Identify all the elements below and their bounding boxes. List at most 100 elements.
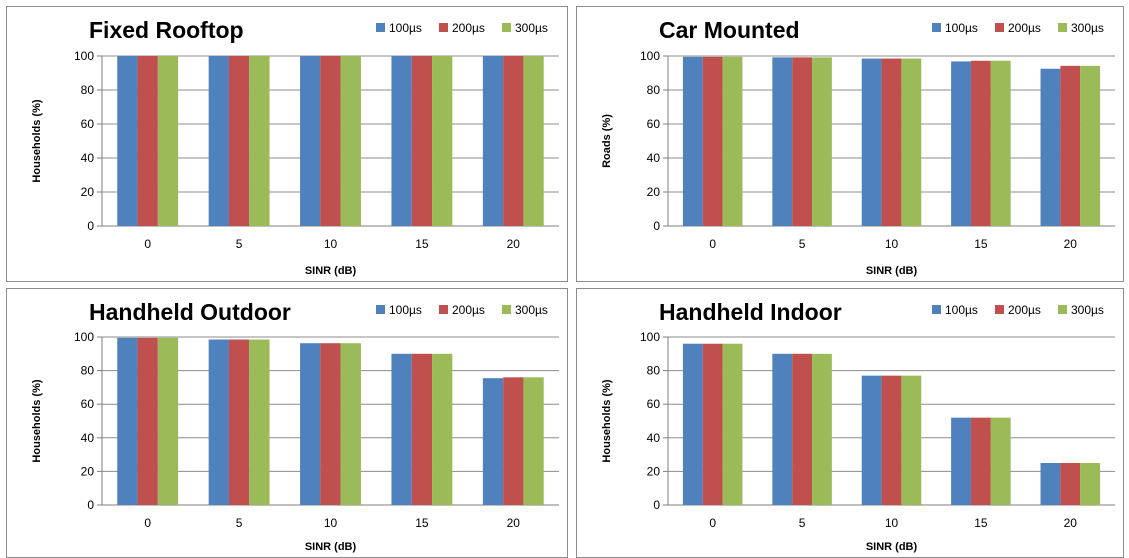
legend-label: 100µs — [945, 21, 978, 35]
bar-15-200-s — [970, 60, 991, 227]
y-tick-label: 60 — [81, 397, 95, 411]
y-tick-label: 100 — [74, 330, 94, 344]
bar-0-100-s — [117, 337, 138, 505]
bar-5-200-s — [228, 339, 250, 505]
bar-0-200-s — [702, 56, 723, 226]
legend-label: 300µs — [1071, 21, 1104, 35]
y-tick-label: 20 — [647, 185, 661, 199]
x-axis-label: SINR (dB) — [866, 265, 918, 277]
y-tick-label: 60 — [81, 117, 95, 131]
bar-20-300-s — [1080, 65, 1101, 226]
legend-swatch — [376, 305, 385, 314]
y-tick-label: 0 — [87, 498, 94, 512]
y-tick-label: 0 — [87, 219, 94, 233]
y-tick-label: 80 — [81, 83, 95, 97]
bar-0-300-s — [722, 56, 743, 226]
y-tick-label: 80 — [81, 364, 95, 378]
chart-panel-car-mounted: 0 20 40 60 80 100 0 5 10 15 20 SINR (dB) Roads (%) Ca… — [576, 6, 1124, 282]
bar-0-100-s — [682, 343, 703, 505]
bar-5-300-s — [812, 353, 832, 505]
legend-swatch — [1058, 305, 1067, 314]
bar-15-200-s — [411, 56, 433, 226]
legend-swatch — [932, 23, 941, 32]
bar-10-100-s — [861, 58, 882, 226]
x-tick-label: 5 — [236, 237, 243, 251]
bar-15-300-s — [432, 56, 453, 226]
bar-10-300-s — [901, 375, 922, 505]
bar-5-100-s — [208, 56, 229, 226]
y-tick-label: 100 — [640, 49, 660, 63]
bar-20-200-s — [503, 56, 524, 226]
bar-20-100-s — [1040, 68, 1061, 226]
x-tick-label: 0 — [709, 237, 716, 251]
bar-10-200-s — [320, 56, 341, 226]
bar-5-100-s — [772, 57, 793, 226]
x-tick-label: 0 — [144, 237, 151, 251]
bar-5-100-s — [208, 339, 229, 505]
bar-5-300-s — [249, 56, 270, 226]
bar-0-200-s — [137, 56, 158, 226]
bar-10-100-s — [300, 56, 321, 226]
legend-swatch — [439, 23, 448, 32]
bar-10-200-s — [881, 58, 902, 226]
y-tick-label: 20 — [81, 464, 95, 478]
bar-15-300-s — [990, 60, 1011, 227]
bar-15-100-s — [951, 417, 971, 505]
x-tick-label: 0 — [144, 516, 151, 530]
chart-title: Handheld Outdoor — [89, 299, 291, 325]
chart-title: Car Mounted — [659, 17, 800, 43]
bar-5-200-s — [228, 56, 250, 226]
bar-5-200-s — [792, 57, 813, 226]
x-tick-label: 15 — [415, 516, 429, 530]
legend-swatch — [995, 23, 1004, 32]
bar-10-100-s — [861, 375, 882, 505]
bar-15-100-s — [391, 353, 412, 505]
legend-label: 200µs — [452, 21, 485, 35]
bar-20-100-s — [482, 378, 504, 505]
bar-20-300-s — [523, 56, 544, 226]
x-tick-label: 15 — [974, 516, 988, 530]
bar-0-300-s — [722, 343, 743, 505]
bar-20-200-s — [503, 377, 524, 505]
bar-10-200-s — [881, 375, 902, 505]
x-axis-label: SINR (dB) — [866, 541, 918, 553]
legend-label: 100µs — [389, 303, 422, 317]
legend-label: 300µs — [515, 21, 548, 35]
chart-panel-handheld-outdoor: 0 20 40 60 80 100 0 5 10 15 20 SINR (dB) Households … — [6, 288, 568, 558]
y-tick-label: 100 — [640, 330, 660, 344]
bar-20-100-s — [1040, 463, 1061, 505]
x-tick-label: 5 — [236, 516, 243, 530]
bar-20-200-s — [1060, 463, 1081, 505]
x-tick-label: 20 — [1064, 237, 1078, 251]
y-tick-label: 40 — [647, 431, 661, 445]
legend-label: 200µs — [1008, 303, 1041, 317]
legend-label: 200µs — [452, 303, 485, 317]
bar-10-200-s — [320, 343, 341, 505]
legend-label: 300µs — [515, 303, 548, 317]
legend-swatch — [995, 305, 1004, 314]
bar-15-200-s — [411, 353, 433, 505]
bar-5-200-s — [792, 353, 813, 505]
y-tick-label: 80 — [647, 83, 661, 97]
bar-0-200-s — [702, 343, 723, 505]
chart-panel-handheld-indoor: 0 20 40 60 80 100 0 5 10 15 20 SINR (dB) Households … — [576, 288, 1124, 558]
x-tick-label: 20 — [507, 516, 521, 530]
bar-10-300-s — [901, 58, 922, 226]
legend-label: 100µs — [389, 21, 422, 35]
bar-15-200-s — [970, 417, 991, 505]
legend-label: 300µs — [1071, 303, 1104, 317]
y-tick-label: 0 — [653, 219, 660, 233]
bar-20-100-s — [482, 56, 504, 226]
chart-panel-fixed-rooftop: 0 20 40 60 80 100 0 5 10 15 20 SINR (dB) Households … — [6, 6, 568, 282]
y-tick-label: 0 — [653, 498, 660, 512]
bar-20-200-s — [1060, 65, 1081, 226]
y-axis-label: Households (%) — [31, 379, 43, 462]
y-tick-label: 40 — [647, 151, 661, 165]
y-tick-label: 80 — [647, 364, 661, 378]
y-tick-label: 20 — [647, 464, 661, 478]
legend-swatch — [1058, 23, 1067, 32]
bar-15-100-s — [391, 56, 412, 226]
bar-20-300-s — [1080, 463, 1101, 505]
bar-5-300-s — [812, 57, 832, 226]
x-tick-label: 10 — [324, 516, 338, 530]
